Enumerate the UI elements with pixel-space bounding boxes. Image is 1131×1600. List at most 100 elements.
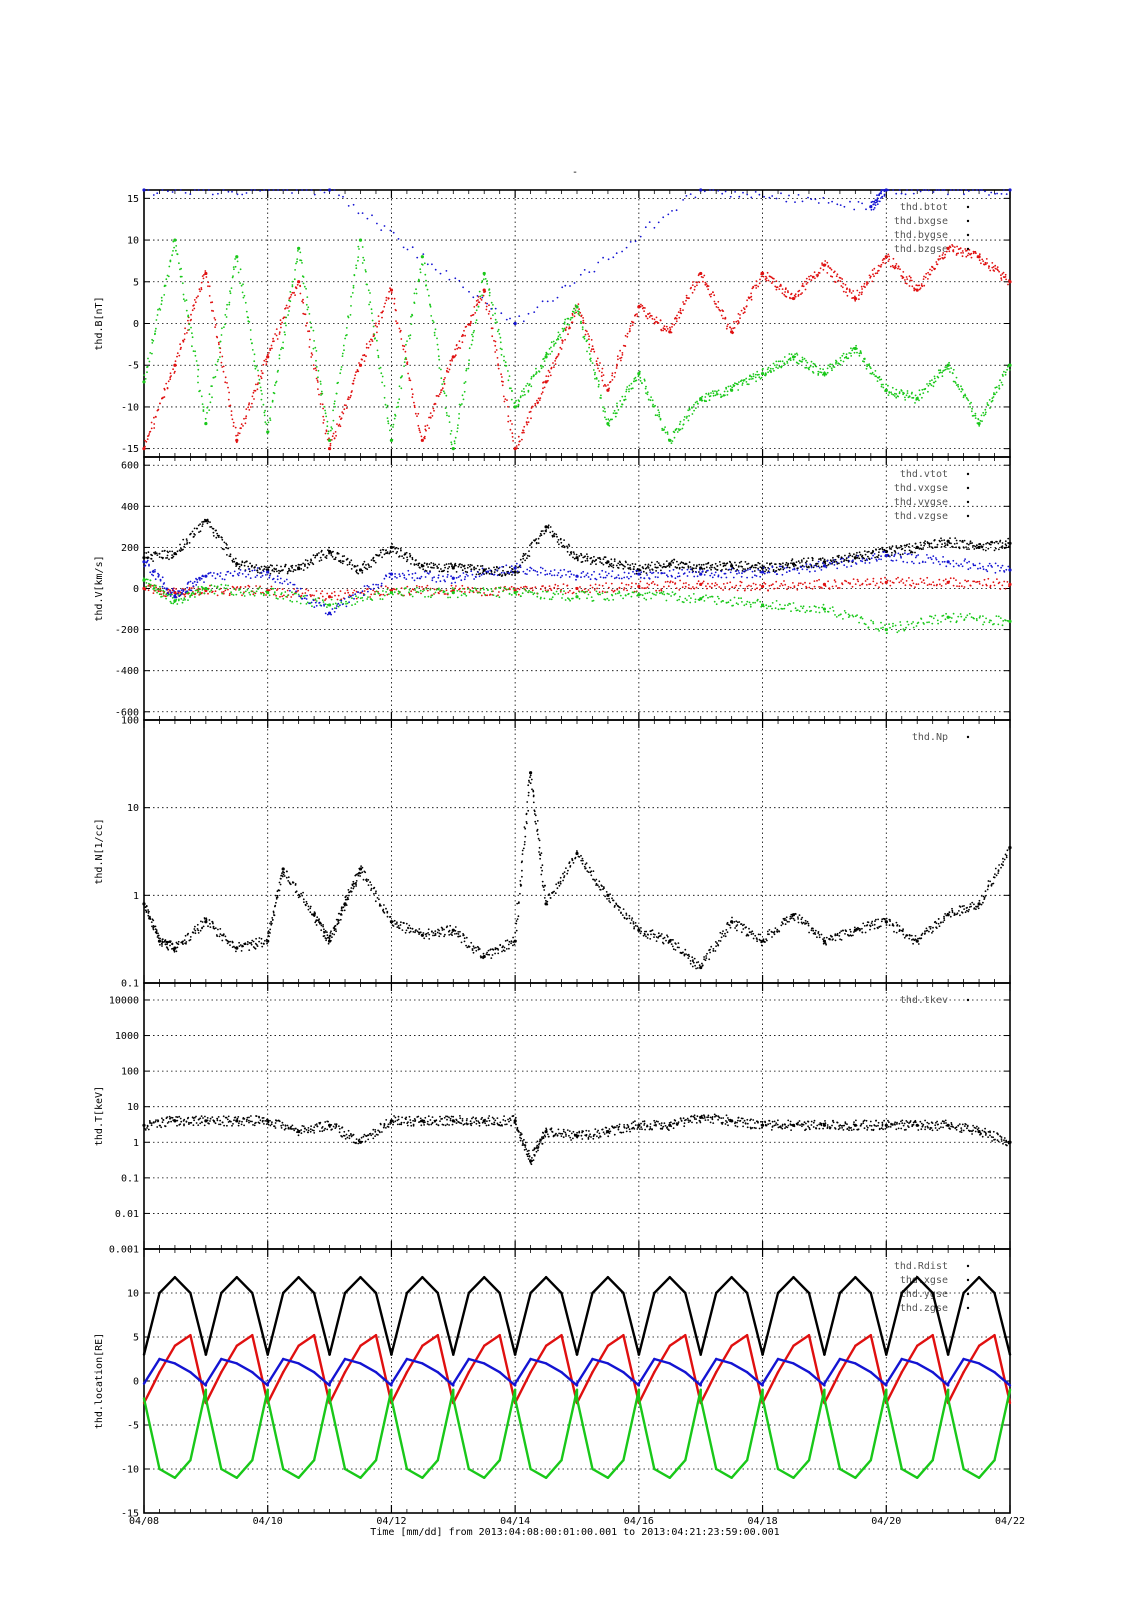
point-thd.vygse	[676, 599, 679, 602]
point-thd.bzgse	[810, 198, 813, 201]
point-thd.bygse	[937, 369, 940, 372]
point-thd.bxgse	[700, 276, 703, 278]
point-thd.vxgse	[631, 582, 633, 584]
point-thd.vygse	[145, 578, 148, 581]
point-thd.vxgse	[557, 585, 559, 587]
point-thd.vygse	[146, 578, 149, 581]
point-thd.bxgse	[365, 346, 368, 349]
point-thd.bxgse	[322, 415, 325, 418]
point-thd.vxgse	[915, 583, 918, 586]
point-thd.bygse	[773, 364, 776, 367]
point-thd.bxgse	[653, 321, 656, 324]
point-thd.bygse	[775, 366, 778, 369]
point-thd.bzgse	[371, 214, 373, 217]
point-thd.bxgse	[198, 288, 201, 291]
point-thd.bxgse	[413, 406, 416, 409]
point-thd.bzgse	[831, 200, 833, 203]
point-thd.vxgse	[516, 587, 519, 590]
point-thd.vtot	[346, 564, 349, 566]
point-thd.vxgse	[752, 582, 755, 585]
point-thd.bzgse	[202, 189, 205, 191]
point-thd.vxgse	[344, 592, 346, 595]
point-thd.vtot	[863, 557, 865, 560]
point-thd.vtot	[194, 534, 196, 536]
point-thd.bygse	[507, 379, 510, 382]
point-thd.bxgse	[592, 348, 595, 351]
point-thd.bygse	[842, 360, 845, 363]
point-thd.bygse	[258, 382, 261, 384]
point-thd.vygse	[743, 604, 746, 607]
point-thd.vtot	[695, 567, 697, 570]
point-thd.vxgse	[369, 596, 371, 598]
point-thd.bxgse	[952, 250, 955, 253]
point-thd.bygse	[165, 278, 168, 281]
point-thd.bygse	[344, 337, 346, 340]
point-thd.bxgse	[671, 323, 674, 325]
point-thd.bxgse	[944, 256, 946, 259]
point-thd.vtot	[928, 545, 931, 548]
point-thd.vxgse	[353, 589, 356, 592]
point-thd.bxgse	[611, 374, 613, 377]
point-thd.vxgse	[483, 592, 485, 594]
point-thd.vygse	[337, 605, 340, 608]
point-thd.bxgse	[376, 331, 378, 334]
point-thd.vtot	[432, 562, 435, 565]
point-thd.vtot	[544, 525, 548, 529]
point-thd.bxgse	[207, 281, 210, 284]
point-thd.bxgse	[536, 402, 539, 405]
point-thd.vxgse	[184, 592, 187, 595]
point-thd.bzgse	[536, 306, 539, 309]
point-thd.bxgse	[986, 262, 988, 264]
point-thd.bygse	[795, 352, 798, 355]
point-thd.bygse	[201, 403, 204, 405]
point-thd.bygse	[521, 390, 523, 392]
point-thd.vtot	[851, 555, 854, 558]
point-thd.vygse	[410, 593, 412, 596]
point-thd.bxgse	[848, 289, 851, 292]
point-thd.bygse	[254, 364, 256, 367]
point-thd.bzgse	[593, 270, 596, 273]
point-thd.bxgse	[909, 279, 912, 282]
point-thd.bygse	[876, 380, 879, 382]
point-thd.bxgse	[752, 285, 755, 288]
point-thd.bxgse	[923, 284, 926, 287]
point-thd.bxgse	[232, 425, 235, 427]
point-thd.bzgse	[259, 190, 261, 192]
point-thd.bzgse	[870, 201, 873, 204]
point-thd.bzgse	[836, 203, 839, 206]
point-thd.bxgse	[445, 369, 448, 372]
point-thd.bygse	[602, 406, 604, 408]
point-thd.bygse	[880, 383, 883, 386]
point-thd.vygse	[749, 603, 752, 606]
point-thd.vygse	[662, 590, 665, 593]
point-thd.bxgse	[812, 275, 815, 278]
point-thd.vxgse	[374, 590, 376, 593]
point-thd.vtot	[214, 529, 217, 532]
point-thd.bzgse	[327, 188, 332, 192]
point-thd.vtot	[688, 561, 691, 564]
point-thd.vtot	[665, 560, 668, 562]
point-thd.vtot	[691, 568, 694, 571]
point-thd.vxgse	[792, 582, 794, 584]
point-thd.vygse	[651, 592, 654, 595]
point-thd.bygse	[424, 273, 427, 276]
point-thd.bygse	[241, 291, 244, 294]
point-thd.bygse	[148, 360, 151, 363]
point-thd.vxgse	[756, 587, 758, 590]
point-thd.vtot	[171, 550, 174, 553]
point-thd.vxgse	[155, 586, 158, 589]
point-thd.vtot	[551, 530, 554, 533]
point-thd.bxgse	[269, 347, 271, 350]
point-thd.bxgse	[211, 301, 214, 304]
point-thd.bygse	[283, 331, 286, 333]
point-thd.bygse	[977, 418, 980, 421]
point-thd.vtot	[861, 554, 864, 557]
point-thd.bygse	[488, 288, 491, 290]
point-thd.bygse	[309, 321, 312, 324]
point-thd.bygse	[954, 380, 956, 383]
point-thd.bxgse	[555, 357, 557, 360]
point-thd.vygse	[592, 599, 595, 602]
point-thd.bxgse	[310, 356, 313, 358]
point-thd.vxgse	[239, 586, 242, 588]
point-thd.vxgse	[1004, 587, 1007, 590]
